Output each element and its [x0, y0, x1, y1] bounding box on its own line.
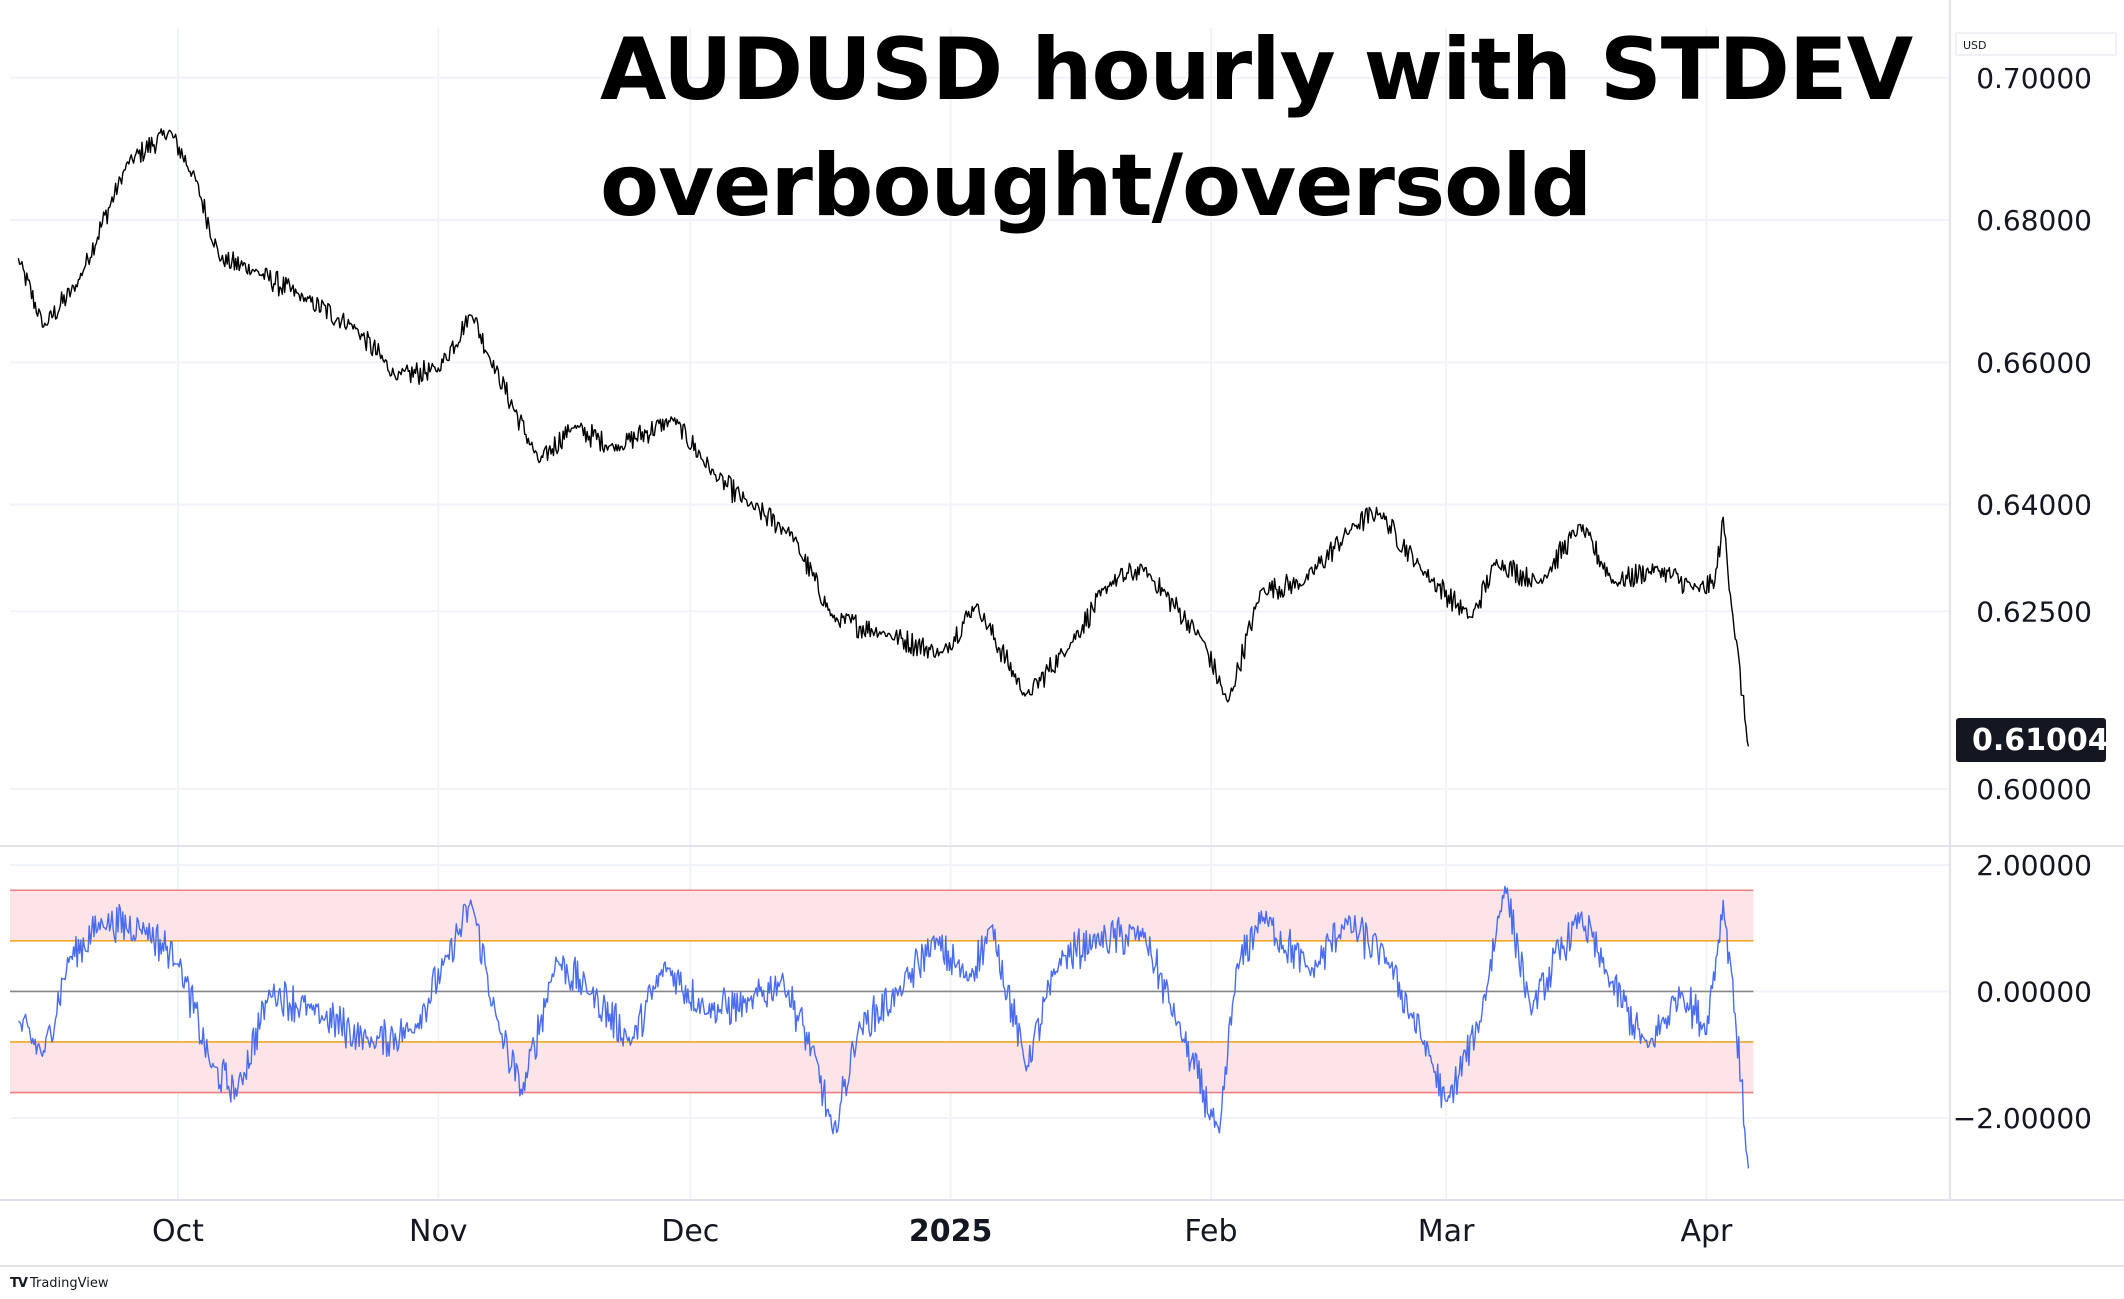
- y-tick-label: 0.64000: [1976, 489, 2092, 522]
- price-axis[interactable]: 0.70000 0.68000 0.66000 0.64000 0.62500 0.600…: [1953, 62, 2092, 1135]
- overbought-zone: [10, 890, 1754, 941]
- last-price-tag: [1956, 718, 2106, 762]
- y-tick-label: 0.68000: [1976, 204, 2092, 237]
- y-tick-label: 0.60000: [1976, 773, 2092, 806]
- x-tick-label: Apr: [1680, 1214, 1733, 1249]
- x-tick-label: Nov: [409, 1214, 468, 1249]
- y-tick-label: 0.70000: [1976, 62, 2092, 95]
- currency-label: USD: [1963, 39, 1987, 52]
- y-tick-label: 0.62500: [1976, 595, 2092, 628]
- chart-title: AUDUSD hourly with STDEV overbought/over…: [600, 12, 1930, 244]
- tradingview-logo[interactable]: TV TradingView: [10, 1276, 108, 1291]
- y-tick-label: 2.00000: [1976, 849, 2092, 882]
- title-line-2: overbought/oversold: [600, 136, 1592, 236]
- tradingview-logo-icon: TV: [10, 1276, 28, 1291]
- grid-lines: [10, 28, 1950, 1200]
- stdev-series-line: [17, 885, 1750, 1169]
- axes: [0, 0, 2124, 1267]
- x-tick-label: Oct: [152, 1214, 204, 1249]
- stdev-bands: [10, 889, 1754, 1094]
- series-layer: [17, 128, 1750, 1169]
- oversold-zone: [10, 1041, 1754, 1093]
- last-price-label: 0.61004: [1972, 723, 2109, 758]
- y-tick-label: 0.00000: [1976, 975, 2092, 1008]
- brand-label: TradingView: [29, 1276, 109, 1291]
- x-tick-label: Dec: [661, 1214, 719, 1249]
- x-tick-label: Feb: [1184, 1214, 1237, 1249]
- x-tick-label: Mar: [1418, 1214, 1475, 1249]
- title-line-1: AUDUSD hourly with STDEV: [600, 20, 1913, 120]
- currency-box[interactable]: [1955, 32, 2117, 56]
- time-axis[interactable]: Oct Nov Dec 2025 Feb Mar Apr: [152, 1214, 1733, 1249]
- y-tick-label: −2.00000: [1953, 1102, 2092, 1135]
- y-tick-label: 0.66000: [1976, 346, 2092, 379]
- x-tick-label: 2025: [909, 1214, 993, 1249]
- price-series-line: [17, 128, 1750, 747]
